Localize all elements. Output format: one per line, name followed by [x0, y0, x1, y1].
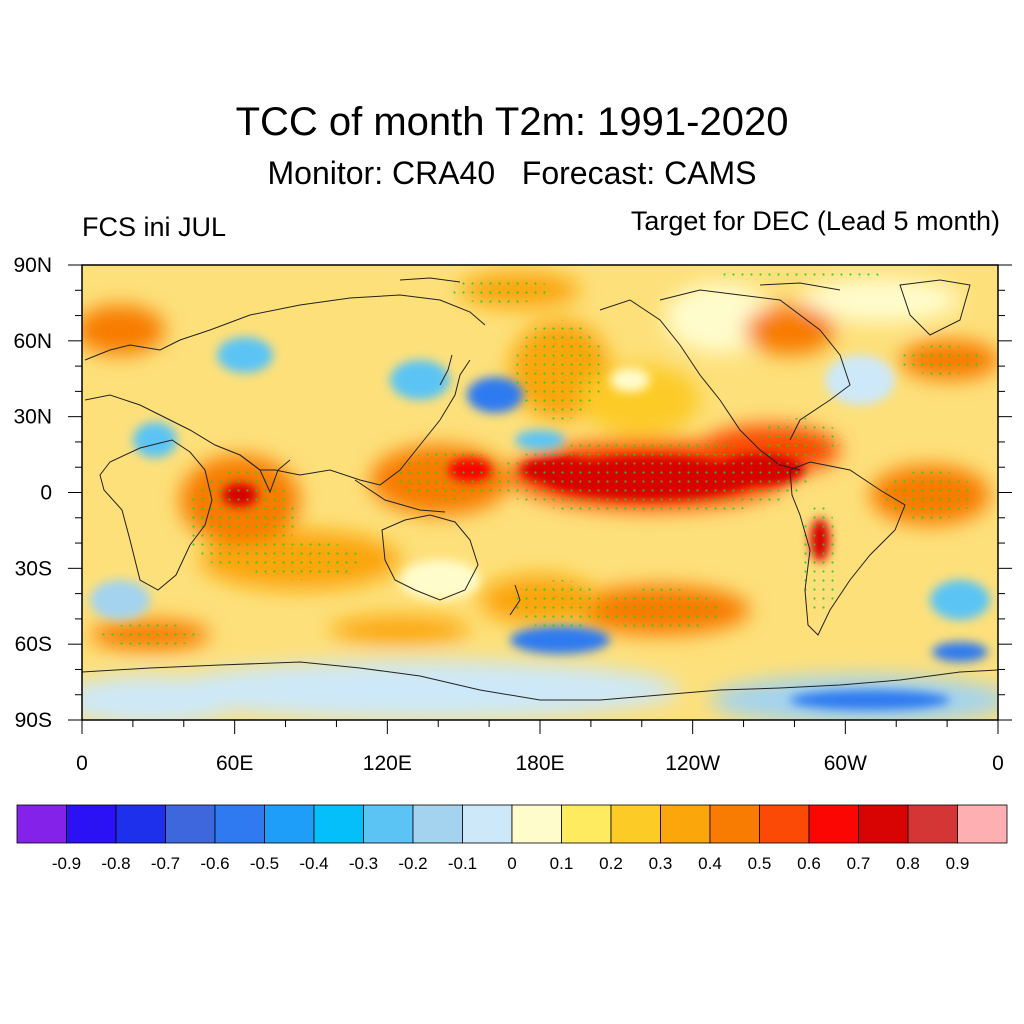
colorbar-swatch	[957, 804, 1008, 844]
colorbar-label: 0.9	[946, 854, 970, 873]
colorbar-swatch	[462, 804, 513, 844]
colorbar-swatch	[709, 804, 760, 844]
colorbar-label: -0.5	[250, 854, 279, 873]
colorbar-label: 0.4	[698, 854, 722, 873]
lon-tick-label: 120W	[665, 752, 720, 775]
colorbar-label: -0.9	[52, 854, 81, 873]
lat-tick-label: 60N	[13, 330, 52, 353]
colorbar-swatch	[759, 804, 810, 844]
figure-subtitle: Monitor: CRA40 Forecast: CAMS	[267, 155, 757, 191]
colorbar-swatch	[907, 804, 958, 844]
colorbar-swatch	[660, 804, 711, 844]
colorbar-swatch	[858, 804, 909, 844]
correlation-map	[82, 265, 998, 720]
colorbar-swatch	[214, 804, 265, 844]
map-axes: 90N 60N 30N 0 30S 60S 90S 0 60E 120E 180E 120W 60W 0	[13, 254, 1012, 775]
colorbar-swatch	[115, 804, 166, 844]
colorbar: -0.9 -0.8 -0.7 -0.6 -0.5 -0.4 -0.3 -0.2 -0.1 0 0.1…	[16, 804, 1008, 873]
colorbar-swatch	[808, 804, 859, 844]
lat-tick-label: 90S	[15, 709, 52, 732]
colorbar-label: 0.8	[896, 854, 920, 873]
lat-tick-label: 60S	[15, 633, 52, 656]
colorbar-label: 0.5	[748, 854, 772, 873]
lon-tick-label: 0	[76, 752, 88, 775]
colorbar-label: 0.2	[599, 854, 623, 873]
colorbar-label: 0	[507, 854, 516, 873]
colorbar-swatch	[165, 804, 216, 844]
colorbar-label: 0.6	[797, 854, 821, 873]
colorbar-label: 0.3	[649, 854, 673, 873]
colorbar-label: -0.4	[299, 854, 328, 873]
lon-tick-label: 180E	[515, 752, 564, 775]
colorbar-swatch	[610, 804, 661, 844]
lat-tick-label: 0	[40, 482, 52, 505]
colorbar-label: 0.1	[550, 854, 574, 873]
colorbar-label: -0.1	[448, 854, 477, 873]
lon-tick-label: 0	[992, 752, 1004, 775]
colorbar-label: 0.7	[847, 854, 871, 873]
colorbar-swatch	[511, 804, 562, 844]
colorbar-swatch	[16, 804, 67, 844]
colorbar-swatch	[561, 804, 612, 844]
figure-title: TCC of month T2m: 1991-2020	[235, 100, 789, 144]
target-label: Target for DEC (Lead 5 month)	[630, 206, 1000, 236]
lat-tick-label: 30S	[15, 557, 52, 580]
colorbar-label: -0.8	[101, 854, 130, 873]
colorbar-swatch	[363, 804, 414, 844]
colorbar-swatch	[264, 804, 315, 844]
lat-tick-label: 30N	[13, 406, 52, 429]
coastlines	[82, 277, 998, 701]
initialization-label: FCS ini JUL	[82, 212, 227, 242]
lon-tick-label: 120E	[363, 752, 412, 775]
colorbar-label: -0.2	[398, 854, 427, 873]
colorbar-label: -0.7	[151, 854, 180, 873]
colorbar-swatch	[412, 804, 463, 844]
lon-tick-label: 60E	[216, 752, 253, 775]
colorbar-swatch	[313, 804, 364, 844]
significance-stippling	[100, 269, 980, 647]
lat-tick-label: 90N	[13, 254, 52, 277]
colorbar-label: -0.3	[349, 854, 378, 873]
colorbar-swatch	[66, 804, 117, 844]
colorbar-label: -0.6	[200, 854, 229, 873]
lon-tick-label: 60W	[824, 752, 867, 775]
